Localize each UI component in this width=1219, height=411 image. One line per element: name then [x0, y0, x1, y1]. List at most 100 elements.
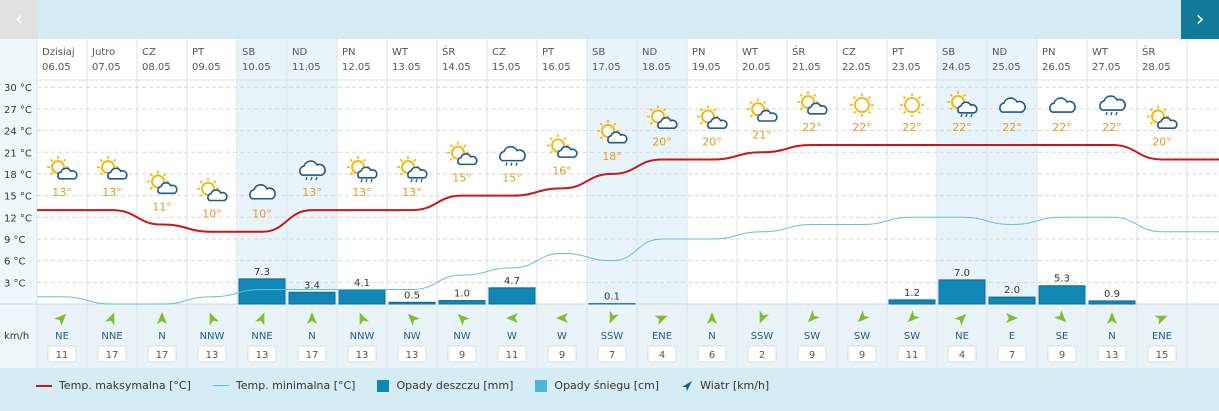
cloud-shape	[757, 109, 778, 122]
sun-cloud-icon	[697, 105, 728, 130]
day-name: WT	[392, 47, 409, 58]
wind-arrow	[457, 313, 470, 326]
wind-direction: SSW	[601, 331, 624, 342]
wind-speed: 11	[906, 350, 919, 361]
wind-arrow	[857, 310, 870, 323]
rain-drop	[315, 176, 318, 181]
y-tick-label: 15 °C	[4, 192, 32, 203]
legend-label-temp-min: Temp. minimalna [°C]	[235, 379, 356, 392]
sun-ray	[902, 96, 907, 100]
temp-label: 11°	[152, 201, 172, 214]
day-date: 26.05	[1042, 62, 1071, 73]
day-name: CZ	[142, 47, 156, 58]
y-axis-panel	[0, 39, 37, 368]
legend-swatch-snow	[535, 379, 548, 392]
next-button[interactable]: ›	[1181, 0, 1219, 39]
wind-speed-box	[697, 345, 727, 363]
y-tick-label: 27 °C	[4, 105, 32, 116]
sun-ray	[699, 108, 703, 112]
cloud-icon	[1049, 97, 1076, 113]
wind-arrow	[54, 313, 67, 326]
day-name: ŚR	[1142, 45, 1155, 58]
wind-speed-box	[247, 345, 277, 363]
temp-label: 16°	[552, 164, 572, 177]
wind-arrow	[359, 312, 369, 326]
day-date: 15.05	[492, 62, 521, 73]
wind-speed: 17	[306, 350, 319, 361]
cloud-shape	[457, 153, 478, 166]
day-name: PT	[542, 47, 555, 58]
cloud-shape	[1049, 97, 1076, 113]
rain-drop	[515, 162, 518, 166]
wind-speed-box	[647, 345, 677, 363]
rain-drop	[510, 162, 513, 166]
rain-label: 2.0	[1004, 285, 1020, 296]
sun-cloud-rain-icon	[397, 156, 428, 183]
day-date: 23.05	[892, 62, 921, 73]
day-name: PT	[892, 47, 905, 58]
y-tick-label: 6 °C	[4, 257, 26, 268]
sun-ray	[763, 100, 767, 105]
day-date: 06.05	[42, 62, 71, 73]
day-date: 27.05	[1092, 62, 1121, 73]
sun-ray	[813, 93, 817, 97]
rain-drop	[965, 113, 968, 118]
legend-label-temp-max: Temp. maksymalna [°C]	[59, 379, 191, 392]
y-tick-label: 21 °C	[4, 148, 32, 159]
day-date: 24.05	[942, 62, 971, 73]
sun-ray	[149, 186, 153, 190]
weekend-band	[637, 39, 687, 304]
wind-speed-box	[747, 345, 777, 363]
wind-speed-box	[947, 345, 977, 363]
day-name: CZ	[492, 47, 506, 58]
rain-drop	[960, 113, 963, 118]
legend-item-rain: Opady deszczu [mm]	[377, 379, 513, 392]
rain-drop	[365, 178, 368, 183]
temp-label: 22°	[952, 121, 972, 134]
wind-speed: 4	[959, 350, 965, 361]
day-date: 19.05	[692, 62, 721, 73]
legend-label-rain: Opady deszczu [mm]	[396, 379, 514, 392]
cloud-shape	[1099, 95, 1126, 111]
wind-speed-box	[847, 345, 877, 363]
temp-label: 22°	[852, 121, 872, 134]
day-name: CZ	[842, 47, 856, 58]
prev-button[interactable]: ‹	[0, 0, 38, 39]
cloud-rain-icon	[1099, 95, 1126, 116]
wind-direction: NNE	[101, 331, 122, 342]
cloud-rain-icon	[299, 160, 326, 181]
sun-cloud-icon	[747, 98, 778, 122]
wind-speed: 9	[1059, 350, 1065, 361]
y-tick-label: 12 °C	[4, 213, 32, 224]
wind-direction: N	[1108, 331, 1115, 342]
day-name: PN	[342, 47, 356, 58]
day-date: 13.05	[392, 62, 421, 73]
temp-label: 20°	[652, 135, 672, 148]
temp-label: 20°	[1152, 135, 1172, 148]
rain-bar	[438, 300, 486, 305]
wind-unit-label: km/h	[4, 331, 29, 342]
wind-arrow	[807, 310, 820, 323]
chevron-right-icon: ›	[1195, 7, 1205, 32]
wind-speed: 9	[809, 350, 815, 361]
wind-arrow	[654, 315, 668, 325]
day-date: 28.05	[1142, 62, 1171, 73]
wind-speed-box	[1097, 345, 1127, 363]
sun-ray	[549, 137, 553, 141]
sun-ray	[49, 158, 53, 162]
sun-ray	[463, 144, 467, 148]
day-name: WT	[1092, 47, 1109, 58]
sun-ray	[399, 158, 403, 162]
wind-direction: ENE	[652, 331, 672, 342]
sun-ray	[963, 93, 967, 97]
wind-arrow	[1054, 310, 1067, 323]
legend-swatch-temp-max	[36, 384, 52, 387]
temp-label: 13°	[352, 186, 372, 199]
temp-min-line	[36, 216, 1219, 305]
wind-speed-box	[897, 345, 927, 363]
temp-label: 15°	[452, 172, 472, 185]
weekend-band	[237, 39, 287, 304]
sun-ray	[449, 144, 453, 148]
temp-label: 20°	[702, 135, 722, 148]
legend-label-snow: Opady śniegu [cm]	[554, 379, 660, 392]
